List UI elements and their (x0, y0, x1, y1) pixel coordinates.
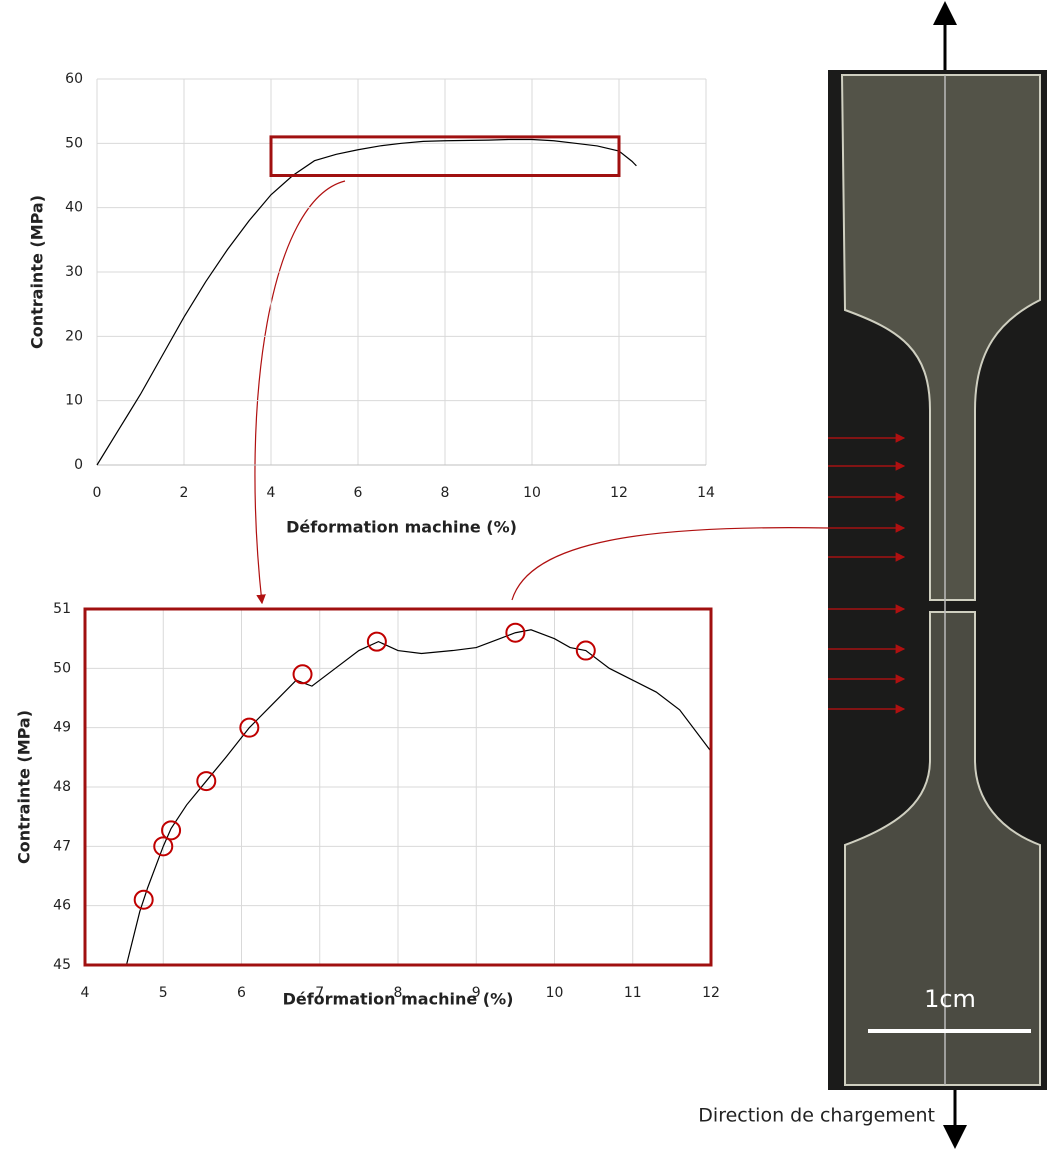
y-tick-label: 0 (74, 457, 83, 473)
x-tick-label: 8 (394, 985, 403, 1001)
y-tick-label: 40 (65, 200, 83, 216)
zoom-window (269, 135, 621, 177)
y-tick-label: 51 (53, 601, 71, 617)
x-tick-label: 14 (697, 485, 715, 501)
zoom-connector (254, 180, 346, 605)
y-tick-label: 46 (53, 898, 71, 914)
highlight-marker (239, 717, 260, 738)
highlight-marker (505, 622, 526, 643)
x-tick-label: 10 (546, 985, 564, 1001)
x-tick-label: 0 (93, 485, 102, 501)
highlight-marker (196, 771, 217, 792)
y-tick-label: 50 (65, 135, 83, 151)
y-tick-label: 60 (65, 71, 83, 87)
y-tick-label: 48 (53, 779, 71, 795)
highlight-marker (292, 664, 313, 685)
specimen-lower (844, 611, 1041, 1086)
data-line (125, 629, 712, 966)
defect-arrows (828, 433, 906, 714)
x-tick-label: 12 (610, 485, 628, 501)
highlight-marker (366, 631, 387, 652)
x-tick-label: 11 (624, 985, 642, 1001)
x-tick-label: 10 (523, 485, 541, 501)
x-tick-label: 2 (180, 485, 189, 501)
y-tick-label: 45 (53, 957, 71, 973)
x-tick-label: 4 (267, 485, 276, 501)
scale-label: 1cm (924, 985, 976, 1013)
y-tick-label: 10 (65, 393, 83, 409)
y-tick-label: 49 (53, 720, 71, 736)
highlight-marker (161, 820, 182, 841)
highlight-marker (133, 889, 154, 910)
photo-background (828, 70, 1047, 1090)
y-axis-title: Contrainte (MPa) (28, 195, 47, 349)
photo: 1cm Direction de chargement (698, 1, 1047, 1149)
x-tick-label: 4 (81, 985, 90, 1001)
zoom-frame (83, 607, 713, 967)
photo-connector (511, 527, 829, 601)
data-line (96, 138, 637, 466)
x-tick-label: 12 (702, 985, 720, 1001)
x-axis-title: Déformation machine (%) (286, 518, 517, 537)
x-tick-label: 9 (472, 985, 481, 1001)
y-tick-label: 20 (65, 328, 83, 344)
y-axis-title: Contrainte (MPa) (15, 710, 34, 864)
highlight-marker (575, 640, 596, 661)
y-tick-label: 50 (53, 660, 71, 676)
caption: Direction de chargement (698, 1105, 935, 1127)
y-tick-label: 47 (53, 838, 71, 854)
highlight-marker (153, 836, 174, 857)
x-tick-label: 7 (315, 985, 324, 1001)
x-axis-title: Déformation machine (%) (283, 990, 514, 1009)
y-tick-label: 30 (65, 264, 83, 280)
x-tick-label: 5 (159, 985, 168, 1001)
specimen-upper (840, 74, 1041, 601)
x-tick-label: 6 (354, 485, 363, 501)
x-tick-label: 6 (237, 985, 246, 1001)
x-tick-label: 8 (441, 485, 450, 501)
